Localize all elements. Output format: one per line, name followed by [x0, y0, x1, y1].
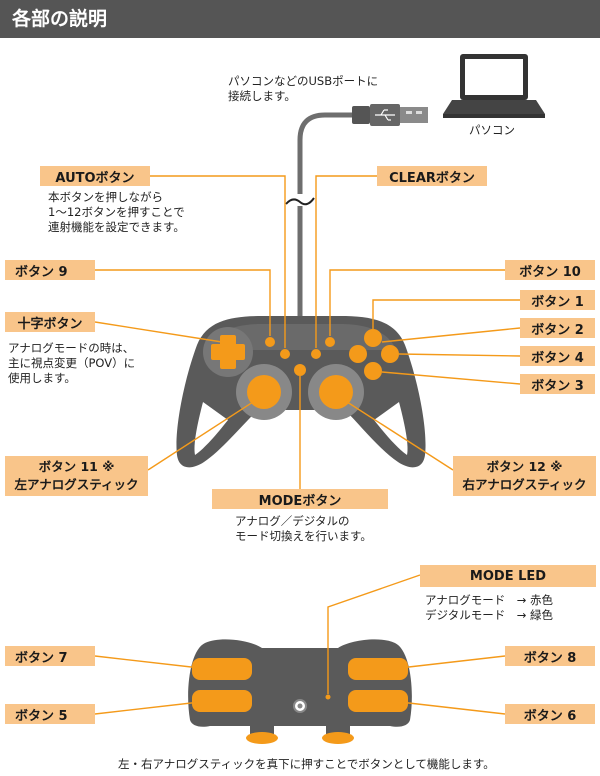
section-title: 各部の説明 [0, 0, 600, 38]
mode-led-label: MODE LED [420, 565, 596, 587]
auto-desc: 本ボタンを押しながら 1〜12ボタンを押すことで 連射機能を設定できます。 [48, 190, 185, 235]
right-analog-stick [319, 375, 353, 409]
auto-desc-line: 本ボタンを押しながら [48, 190, 163, 204]
dpad-label: 十字ボタン [5, 312, 95, 332]
button-11-line2: 左アナログスティック [14, 477, 139, 492]
button-11-label: ボタン 11 ※ 左アナログスティック [5, 456, 148, 496]
controller-side-view [188, 639, 412, 744]
usb-cable [285, 104, 428, 318]
usb-note-line: 接続します。 [228, 89, 296, 103]
dpad-desc-line: 主に視点変更（POV）に [8, 356, 136, 370]
mode-desc-line: モード切換えを行います。 [235, 529, 372, 543]
auto-button-small [280, 349, 290, 359]
dpad-desc-line: 使用します。 [8, 371, 76, 385]
mode-led-desc-line: デジタルモード → 緑色 [425, 608, 554, 622]
button-12-line1: ボタン 12 ※ [486, 459, 563, 474]
mode-button-label: MODEボタン [212, 489, 388, 509]
button-1-label: ボタン 1 [520, 290, 595, 310]
button-6-label: ボタン 6 [505, 704, 595, 724]
face-button-3 [364, 362, 382, 380]
button-10-small [325, 337, 335, 347]
mode-led-desc-line: アナログモード → 赤色 [425, 593, 554, 607]
controller-top-view [176, 316, 426, 468]
leader-lines-bottom [94, 574, 506, 715]
clear-button-label: CLEARボタン [377, 166, 487, 186]
button-12-line2: 右アナログスティック [462, 477, 587, 492]
button-11-line1: ボタン 11 ※ [38, 459, 115, 474]
auto-desc-line: 1〜12ボタンを押すことで [48, 205, 185, 219]
button-2-label: ボタン 2 [520, 318, 595, 338]
button-5-label: ボタン 5 [5, 704, 95, 724]
dpad-desc-line: アナログモードの時は、 [8, 341, 135, 355]
clear-button-small [311, 349, 321, 359]
button-8-label: ボタン 8 [505, 646, 595, 666]
leader-lines-top [94, 175, 521, 489]
face-button-4 [381, 345, 399, 363]
button-4-label: ボタン 4 [520, 346, 595, 366]
auto-desc-line: 連射機能を設定できます。 [48, 220, 185, 234]
pc-label: パソコン [469, 123, 515, 137]
usb-note: パソコンなどのUSBポートに 接続します。 [228, 74, 378, 104]
dpad-button [211, 335, 245, 369]
face-button-1 [364, 329, 382, 347]
button-3-label: ボタン 3 [520, 374, 595, 394]
mode-desc: アナログ／デジタルの モード切換えを行います。 [235, 514, 372, 544]
left-analog-stick [247, 375, 281, 409]
footnote: 左・右アナログスティックを真下に押すことでボタンとして機能します。 [118, 757, 495, 771]
button-12-label: ボタン 12 ※ 右アナログスティック [453, 456, 596, 496]
laptop-icon [443, 54, 545, 118]
dpad-desc: アナログモードの時は、 主に視点変更（POV）に 使用します。 [8, 341, 135, 386]
button-9-small [265, 337, 275, 347]
face-button-2 [349, 345, 367, 363]
usb-note-line: パソコンなどのUSBポートに [228, 74, 379, 88]
button-9-label: ボタン 9 [5, 260, 95, 280]
mode-led-desc: アナログモード → 赤色 デジタルモード → 緑色 [425, 593, 553, 623]
auto-button-label: AUTOボタン [40, 166, 150, 186]
button-10-label: ボタン 10 [505, 260, 595, 280]
mode-button-small [294, 364, 306, 376]
button-7-label: ボタン 7 [5, 646, 95, 666]
mode-desc-line: アナログ／デジタルの [235, 514, 350, 528]
mode-led-dot [325, 694, 331, 700]
